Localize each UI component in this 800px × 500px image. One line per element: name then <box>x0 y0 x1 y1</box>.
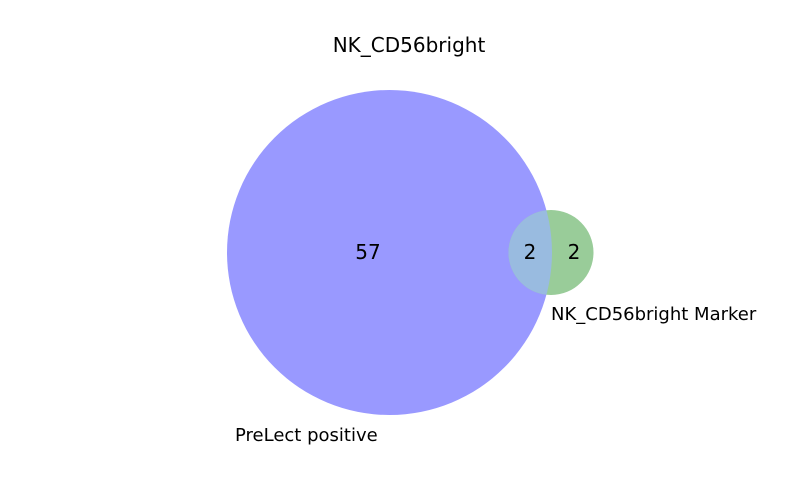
set-b-label: NK_CD56bright Marker <box>551 304 757 325</box>
count-both: 2 <box>524 240 537 264</box>
count-only-b: 2 <box>568 240 581 264</box>
set-a-label: PreLect positive <box>235 425 378 446</box>
set-a-circle <box>227 90 552 415</box>
overlap-region <box>508 210 552 295</box>
diagram-title: NK_CD56bright <box>333 33 486 57</box>
count-only-a: 57 <box>355 240 380 264</box>
